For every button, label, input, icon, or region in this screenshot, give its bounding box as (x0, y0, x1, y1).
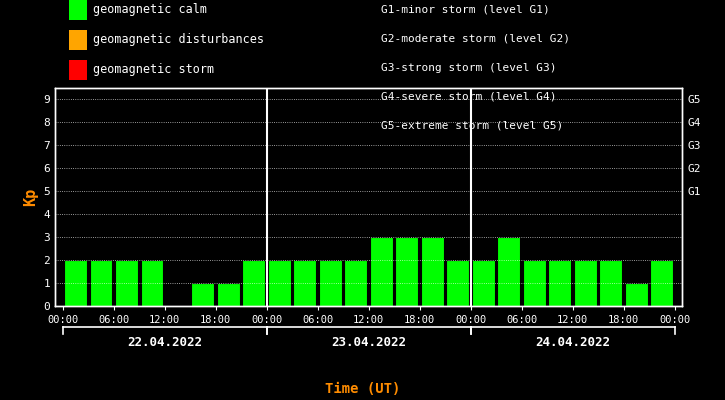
Bar (370, 237, 393, 306)
Bar (191, 283, 215, 306)
Text: G5-extreme storm (level G5): G5-extreme storm (level G5) (381, 120, 563, 130)
Text: geomagnetic storm: geomagnetic storm (93, 64, 214, 76)
Text: geomagnetic disturbances: geomagnetic disturbances (93, 34, 264, 46)
Bar (523, 260, 546, 306)
Bar (625, 283, 648, 306)
Text: 23.04.2022: 23.04.2022 (331, 336, 406, 349)
Text: 24.04.2022: 24.04.2022 (535, 336, 610, 349)
Bar (217, 283, 240, 306)
Text: G2-moderate storm (level G2): G2-moderate storm (level G2) (381, 34, 570, 44)
Bar (141, 260, 163, 306)
Text: Time (UT): Time (UT) (325, 382, 400, 396)
Bar (472, 260, 495, 306)
Text: G3-strong storm (level G3): G3-strong storm (level G3) (381, 63, 556, 73)
Bar (294, 260, 316, 306)
Bar (421, 237, 444, 306)
Bar (115, 260, 138, 306)
Bar (319, 260, 342, 306)
Y-axis label: Kp: Kp (23, 188, 38, 206)
Bar (268, 260, 291, 306)
Bar (600, 260, 622, 306)
Bar (548, 260, 571, 306)
Text: 22.04.2022: 22.04.2022 (127, 336, 202, 349)
Bar (650, 260, 674, 306)
Bar (89, 260, 112, 306)
Text: G1-minor storm (level G1): G1-minor storm (level G1) (381, 5, 550, 15)
Text: geomagnetic calm: geomagnetic calm (93, 4, 207, 16)
Bar (497, 237, 521, 306)
Bar (447, 260, 469, 306)
Bar (64, 260, 87, 306)
Bar (242, 260, 265, 306)
Text: G4-severe storm (level G4): G4-severe storm (level G4) (381, 91, 556, 101)
Bar (344, 260, 368, 306)
Bar (574, 260, 597, 306)
Bar (395, 237, 418, 306)
